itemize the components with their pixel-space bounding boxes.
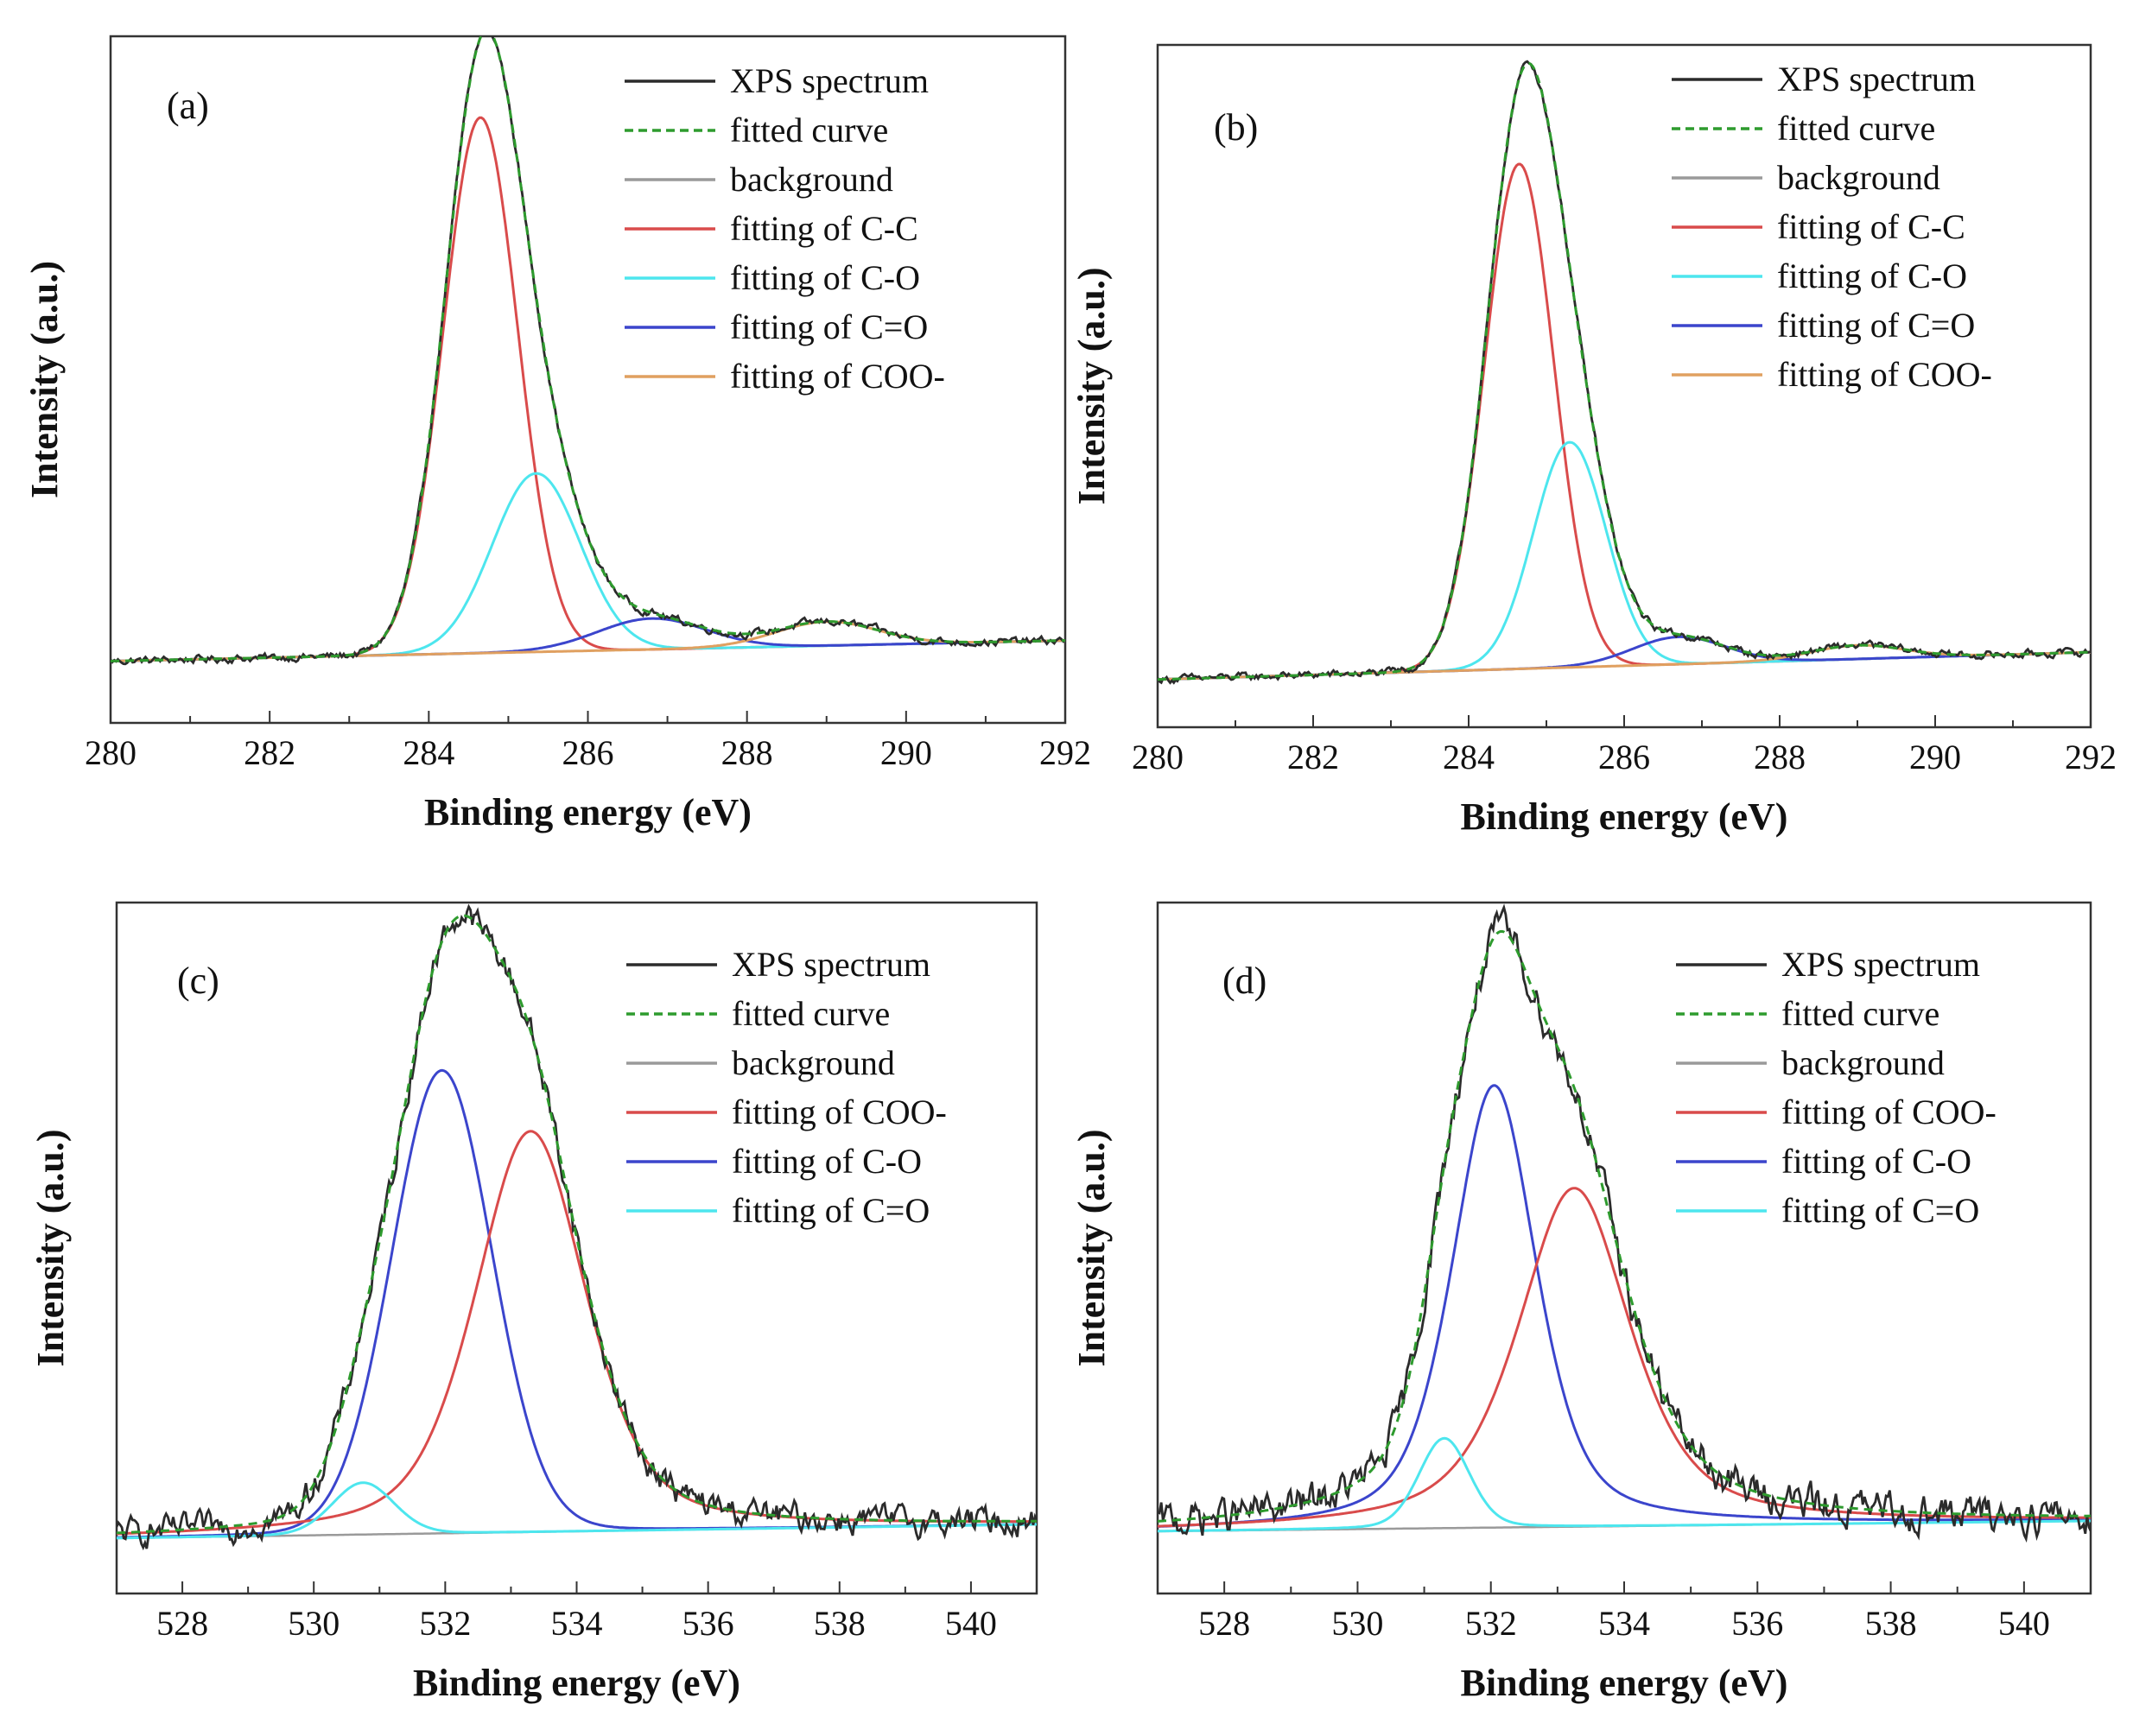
x-tick-label: 288 — [721, 733, 773, 772]
legend: XPS spectrum fitted curve background fittin… — [1672, 60, 1992, 394]
x-tick-label: 538 — [814, 1604, 866, 1643]
panel-c: 528 530 532 534 536 538 540 Binding energy (eV)… — [29, 901, 1038, 1704]
x-tick-label: 292 — [1039, 733, 1091, 772]
panel-d: 528 530 532 534 536 538 540 Binding energy (eV)… — [1070, 901, 2092, 1704]
legend-label: XPS spectrum — [1781, 945, 1980, 984]
panel-b: 280 282 284 286 288 290 292 Binding energy (eV)… — [1070, 43, 2117, 838]
legend-label: fitting of C-O — [1781, 1142, 1971, 1181]
legend-label: fitting of C-O — [730, 258, 920, 297]
legend-label: fitting of COO- — [1777, 355, 1992, 394]
curves — [117, 903, 1037, 1551]
x-tick-label: 288 — [1754, 738, 1806, 776]
x-tick-label: 536 — [1731, 1604, 1783, 1643]
x-tick-label: 534 — [1598, 1604, 1650, 1643]
x-tick-label: 282 — [244, 733, 295, 772]
legend-label: background — [732, 1043, 895, 1082]
legend-label: XPS spectrum — [730, 61, 929, 100]
x-tick-label: 284 — [403, 733, 454, 772]
component-fitting-of-coo- — [1158, 1187, 2091, 1528]
legend-label: fitting of C=O — [1781, 1191, 1979, 1230]
x-tick-label: 528 — [156, 1604, 208, 1643]
x-tick-label: 292 — [2065, 738, 2117, 776]
x-tick-label: 540 — [1998, 1604, 2050, 1643]
x-tick-label: 290 — [1909, 738, 1961, 776]
legend-label: fitting of C-O — [1777, 257, 1967, 295]
legend-label: fitting of COO- — [730, 357, 945, 396]
x-tick-label: 540 — [945, 1604, 997, 1643]
component-fitting-of-c-o — [1158, 440, 2091, 681]
component-fitting-of-c-o — [1158, 635, 2091, 681]
x-axis-title: Binding energy (eV) — [1461, 795, 1788, 838]
x-tick-label: 532 — [1465, 1604, 1517, 1643]
legend-label: background — [1777, 158, 1940, 197]
component-fitting-of-c-o — [111, 472, 1065, 662]
component-fitting-of-c-o — [117, 1068, 1037, 1539]
legend-label: fitting of C=O — [730, 307, 928, 346]
x-tick-label: 538 — [1865, 1604, 1917, 1643]
y-axis-title: Intensity (a.u.) — [23, 261, 66, 498]
legend: XPS spectrum fitted curve background fittin… — [1676, 945, 1997, 1230]
legend-label: background — [1781, 1043, 1945, 1082]
legend-label: fitting of C=O — [1777, 306, 1975, 345]
y-axis-title: Intensity (a.u.) — [1070, 267, 1113, 504]
legend: XPS spectrum fitted curve background fittin… — [625, 61, 945, 396]
fitted-curve-line — [1158, 61, 2091, 681]
x-tick-label: 528 — [1198, 1604, 1250, 1643]
component-fitting-of-c-o — [1158, 1084, 2091, 1528]
x-tick-label: 286 — [1598, 738, 1650, 776]
legend-label: XPS spectrum — [732, 945, 930, 984]
x-tick-label: 532 — [419, 1604, 471, 1643]
curves — [1158, 903, 2091, 1543]
panel-label: (a) — [167, 85, 209, 127]
x-tick-label: 290 — [880, 733, 932, 772]
fitted-curve-line — [111, 36, 1065, 662]
x-tick-label: 534 — [551, 1604, 603, 1643]
x-tick-label: 280 — [1132, 738, 1184, 776]
panel-label: (d) — [1222, 960, 1266, 1002]
legend-label: fitted curve — [732, 994, 890, 1033]
legend-label: fitting of COO- — [1781, 1093, 1997, 1131]
component-fitting-of-c-o — [117, 1481, 1037, 1540]
curves — [111, 36, 1065, 666]
fitted-curve-line — [117, 914, 1037, 1535]
x-tick-label: 282 — [1287, 738, 1339, 776]
x-tick-label: 530 — [1331, 1604, 1383, 1643]
x-tick-label: 536 — [682, 1604, 734, 1643]
x-axis-title: Binding energy (eV) — [1461, 1662, 1788, 1704]
legend-label: fitting of C-C — [1777, 207, 1965, 246]
y-axis-title: Intensity (a.u.) — [1070, 1129, 1113, 1366]
legend-label: XPS spectrum — [1777, 60, 1976, 98]
x-tick-label: 284 — [1443, 738, 1495, 776]
legend-label: fitting of COO- — [732, 1093, 947, 1131]
component-fitting-of-c-o — [1158, 1436, 2091, 1533]
x-axis-title: Binding energy (eV) — [413, 1662, 740, 1704]
x-tick-label: 280 — [85, 733, 136, 772]
y-axis-title: Intensity (a.u.) — [29, 1129, 72, 1366]
x-axis-title: Binding energy (eV) — [424, 791, 752, 833]
legend-label: fitting of C-O — [732, 1142, 922, 1181]
panel-label: (c) — [177, 960, 219, 1002]
legend-label: fitting of C-C — [730, 209, 918, 248]
legend: XPS spectrum fitted curve background fittin… — [626, 945, 947, 1230]
legend-label: fitting of C=O — [732, 1191, 930, 1230]
x-tick-label: 286 — [562, 733, 614, 772]
panel-a: 280 282 284 286 288 290 292 Binding energy (eV)… — [23, 35, 1091, 833]
curves — [1158, 60, 2091, 685]
x-tick-label: 530 — [288, 1604, 340, 1643]
panel-label: (b) — [1214, 106, 1258, 149]
fitted-curve-line — [1158, 929, 2091, 1523]
legend-label: fitted curve — [730, 111, 888, 149]
legend-label: background — [730, 160, 893, 199]
legend-label: fitted curve — [1781, 994, 1939, 1033]
legend-label: fitted curve — [1777, 109, 1935, 148]
